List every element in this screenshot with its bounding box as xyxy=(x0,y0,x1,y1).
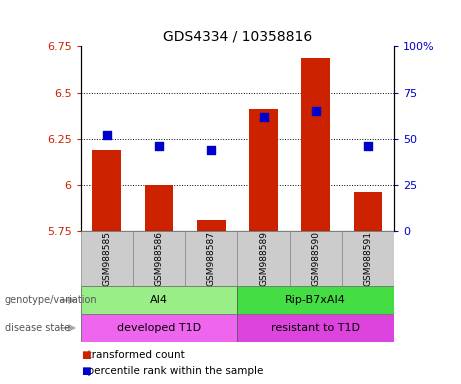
Point xyxy=(260,113,267,119)
Text: GSM988585: GSM988585 xyxy=(102,231,111,286)
Bar xyxy=(133,231,185,286)
Bar xyxy=(81,314,237,342)
Text: developed T1D: developed T1D xyxy=(117,323,201,333)
Bar xyxy=(290,231,342,286)
Text: resistant to T1D: resistant to T1D xyxy=(271,323,361,333)
Point xyxy=(155,143,163,149)
Bar xyxy=(301,58,330,231)
Text: GSM988586: GSM988586 xyxy=(154,231,164,286)
Bar xyxy=(354,192,382,231)
Bar xyxy=(92,150,121,231)
Text: disease state: disease state xyxy=(5,323,70,333)
Text: ■: ■ xyxy=(81,349,90,360)
Bar xyxy=(237,286,394,314)
Text: GSM988589: GSM988589 xyxy=(259,231,268,286)
Text: percentile rank within the sample: percentile rank within the sample xyxy=(81,366,263,376)
Text: ■: ■ xyxy=(81,366,90,376)
Bar xyxy=(342,231,394,286)
Bar xyxy=(249,109,278,231)
Text: AI4: AI4 xyxy=(150,295,168,305)
Point xyxy=(207,147,215,153)
Text: genotype/variation: genotype/variation xyxy=(5,295,97,305)
Bar xyxy=(237,314,394,342)
Point xyxy=(312,108,319,114)
Bar xyxy=(81,231,133,286)
Bar xyxy=(237,231,290,286)
Point xyxy=(103,132,111,138)
Bar xyxy=(81,286,237,314)
Text: GSM988591: GSM988591 xyxy=(364,231,372,286)
Bar xyxy=(145,185,173,231)
Text: transformed count: transformed count xyxy=(81,349,184,360)
Bar xyxy=(185,231,237,286)
Text: GSM988590: GSM988590 xyxy=(311,231,320,286)
Text: Rip-B7xAI4: Rip-B7xAI4 xyxy=(285,295,346,305)
Point xyxy=(364,143,372,149)
Bar xyxy=(197,220,226,231)
Text: GSM988587: GSM988587 xyxy=(207,231,216,286)
Title: GDS4334 / 10358816: GDS4334 / 10358816 xyxy=(163,30,312,44)
